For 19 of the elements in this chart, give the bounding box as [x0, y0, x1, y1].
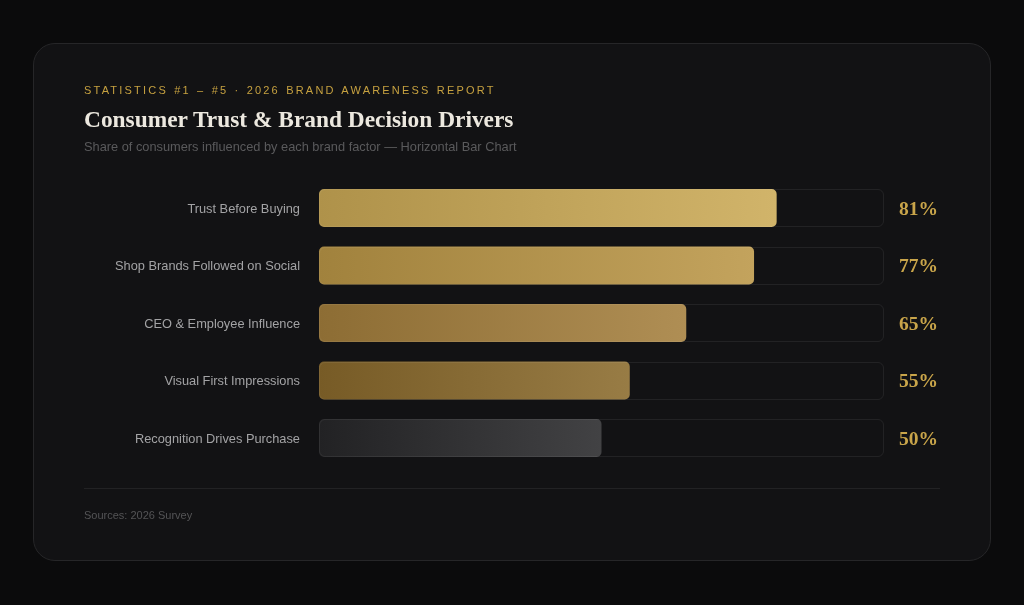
data-label: 55% [899, 370, 938, 391]
data-label: 50% [899, 427, 938, 449]
bar [319, 304, 687, 342]
y-tick-label: Visual First Impressions [164, 373, 300, 388]
bar [319, 419, 602, 457]
data-label: 81% [899, 197, 938, 219]
y-tick-label: CEO & Employee Influence [144, 315, 300, 331]
y-tick-label: Shop Brands Followed on Social [115, 258, 300, 273]
y-tick-label: Trust Before Buying [187, 200, 300, 216]
y-tick-label: Recognition Drives Purchase [134, 430, 300, 446]
data-label: 65% [899, 312, 938, 334]
data-label: 77% [899, 255, 938, 276]
source-note: Sources: 2026 Survey [84, 509, 193, 521]
bar [319, 246, 755, 285]
chart-subtitle: Share of consumers influenced by each brand factor — Horizontal Bar Chart [84, 139, 517, 154]
bar [319, 189, 777, 227]
chart-title: Consumer Trust & Brand Decision Drivers [84, 106, 514, 133]
text: STATISTICS #1 – #5 · 2026 BRAND AWARENESS REPORT [84, 84, 496, 96]
bar [319, 361, 630, 400]
